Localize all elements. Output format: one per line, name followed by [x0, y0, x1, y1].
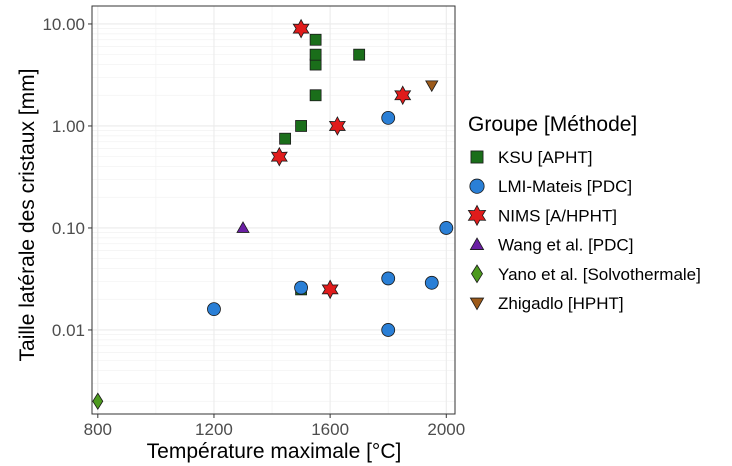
- data-point-diamond: [92, 392, 104, 411]
- data-point-square: [279, 132, 292, 145]
- legend-key-circle: [469, 178, 485, 194]
- data-point-circle: [381, 110, 396, 125]
- x-axis: 800 1200 1600 2000: [84, 414, 465, 439]
- data-point-square: [309, 48, 322, 61]
- data-point-circle: [294, 280, 308, 295]
- data-point-circle: [381, 271, 396, 286]
- y-axis: 0.01 0.10 1.00 10.00: [42, 15, 92, 340]
- legend-key-star: [467, 204, 487, 227]
- legend-key-square: [470, 150, 484, 164]
- data-point-star: [270, 146, 288, 167]
- legend-label: KSU [APHT]: [498, 148, 592, 167]
- data-point-square: [309, 89, 322, 102]
- data-point-square: [295, 120, 307, 132]
- legend-label: NIMS [A/HPHT]: [498, 206, 617, 225]
- data-point-square: [309, 33, 322, 46]
- legend-key-triangle-up: [469, 237, 485, 250]
- y-tick-label: 10.00: [42, 15, 85, 34]
- data-point-triangle-up: [236, 221, 250, 233]
- legend-title: Groupe [Méthode]: [468, 113, 637, 136]
- y-tick-label: 0.01: [52, 321, 85, 340]
- data-point-triangle-down: [425, 80, 439, 93]
- legend-key-triangle-down: [469, 297, 485, 311]
- data-point-circle: [439, 221, 454, 235]
- data-point-square: [309, 58, 322, 71]
- x-tick-label: 800: [84, 420, 112, 439]
- plot-border: [91, 5, 456, 415]
- data-point-circle: [207, 302, 221, 317]
- data-point-circle: [381, 323, 396, 337]
- legend-label: LMI-Mateis [PDC]: [498, 177, 632, 196]
- data-point-circle: [424, 275, 439, 290]
- x-tick-label: 1200: [195, 420, 233, 439]
- data-point-star: [328, 116, 346, 136]
- legend: Groupe [Méthode] KSU [APHT] LMI-Mateis [P…: [467, 113, 701, 313]
- data-point-star: [292, 18, 310, 39]
- x-tick-label: 2000: [427, 420, 465, 439]
- legend-label: Yano et al. [Solvothermale]: [498, 265, 701, 284]
- y-tick-label: 0.10: [52, 219, 85, 238]
- legend-label: Wang et al. [PDC]: [498, 236, 633, 255]
- plot-area: [91, 5, 456, 415]
- x-tick-label: 1600: [311, 420, 349, 439]
- legend-label: Zhigadlo [HPHT]: [498, 294, 624, 313]
- y-tick-label: 1.00: [52, 117, 85, 136]
- data-point-star: [321, 279, 339, 300]
- legend-key-diamond: [471, 264, 483, 284]
- data-point-star: [394, 85, 412, 106]
- x-axis-title: Température maximale [°C]: [147, 440, 402, 463]
- data-point-square: [353, 48, 366, 61]
- y-axis-title: Taille latérale des cristaux [mm]: [16, 69, 39, 362]
